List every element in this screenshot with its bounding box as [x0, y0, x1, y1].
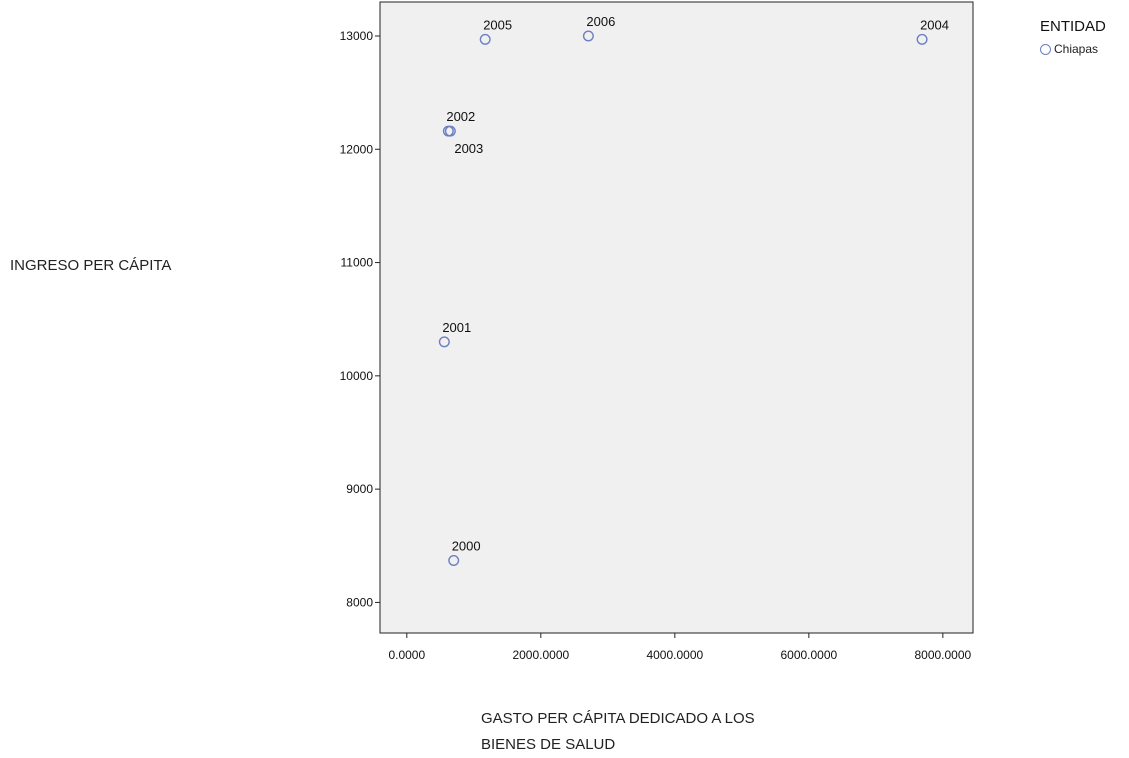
point-label-2000: 2000 [452, 538, 481, 553]
legend-item-chiapas: Chiapas [1040, 42, 1106, 56]
circle-marker-icon [1040, 43, 1051, 55]
x-axis: 0.0000 2000.0000 4000.0000 6000.0000 8000.00… [388, 633, 972, 662]
data-point-2005 [479, 33, 491, 45]
y-axis: 8000 9000 10000 11000 12000 13000 [340, 29, 380, 609]
x-axis-label: GASTO PER CÁPITA DEDICADO A LOS BIENES D… [481, 706, 881, 758]
data-point-2000 [448, 554, 460, 566]
point-label-2005: 2005 [483, 17, 512, 32]
legend: ENTIDAD Chiapas [1040, 18, 1106, 56]
x-tick-label: 2000.0000 [512, 648, 569, 662]
x-tick-label: 6000.0000 [780, 648, 837, 662]
x-axis-label-line-2: BIENES DE SALUD [481, 736, 616, 753]
point-label-2004: 2004 [920, 17, 949, 32]
data-point-2006 [582, 30, 594, 42]
data-points: 2000 2001 2002 2003 2004 2005 2006 [438, 14, 949, 566]
y-tick-label: 8000 [346, 595, 373, 609]
data-point-2004 [916, 33, 928, 45]
y-tick-label: 10000 [340, 369, 374, 383]
legend-title: ENTIDAD [1040, 18, 1106, 35]
data-point-2001 [438, 336, 450, 348]
y-tick-label: 13000 [340, 29, 374, 43]
plot-area [379, 1, 974, 634]
y-tick-label: 9000 [346, 482, 373, 496]
x-tick-label: 0.0000 [388, 648, 425, 662]
point-label-2003: 2003 [454, 141, 483, 156]
point-label-2002: 2002 [446, 109, 475, 124]
legend-item-label: Chiapas [1054, 42, 1099, 56]
point-label-2001: 2001 [442, 320, 471, 335]
y-tick-label: 12000 [340, 142, 374, 156]
point-label-2006: 2006 [586, 14, 615, 29]
y-tick-label: 11000 [341, 256, 374, 270]
x-tick-label: 8000.0000 [914, 648, 971, 662]
data-point-2003 [444, 125, 456, 137]
x-tick-label: 4000.0000 [646, 648, 703, 662]
y-axis-label: INGRESO PER CÁPITA [10, 257, 172, 274]
x-axis-label-line-1: GASTO PER CÁPITA DEDICADO A LOS [481, 710, 755, 727]
